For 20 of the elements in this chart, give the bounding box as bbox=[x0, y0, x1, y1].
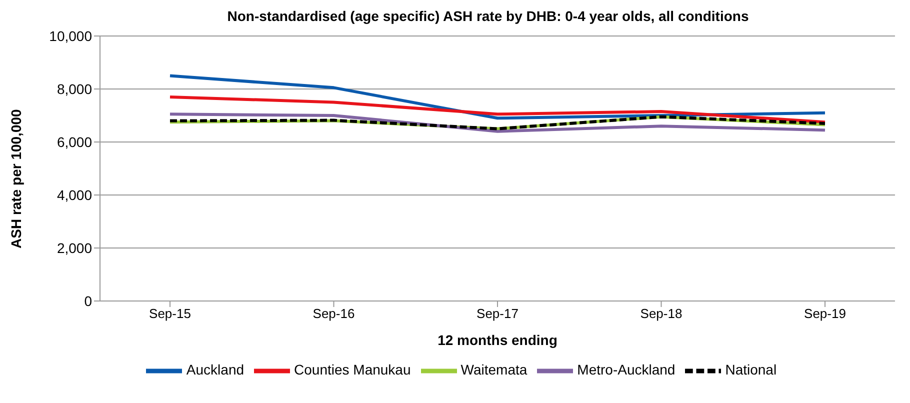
y-tick-label: 6,000 bbox=[56, 134, 92, 150]
x-tick-label: Sep-16 bbox=[312, 306, 355, 322]
x-tick-label: Sep-19 bbox=[804, 306, 846, 322]
x-axis-title: 12 months ending bbox=[438, 332, 558, 348]
y-tick-label: 10,000 bbox=[49, 28, 92, 44]
y-tick-label: 0 bbox=[84, 292, 92, 309]
chart-title: Non-standardised (age specific) ASH rate by DHB: 0-4 year olds, all conditions bbox=[226, 8, 750, 24]
line-series bbox=[168, 95, 826, 124]
legend-label: Metro-Auckland bbox=[577, 362, 676, 378]
x-tick-label: Sep-17 bbox=[476, 306, 518, 322]
legend-label: Counties Manukau bbox=[294, 362, 411, 378]
y-tick-label: 4,000 bbox=[56, 186, 92, 203]
legend-label: Waitemata bbox=[460, 362, 528, 378]
x-tick-label: Sep-18 bbox=[640, 306, 682, 322]
y-tick-label: 2,000 bbox=[56, 240, 92, 256]
legend-label: National bbox=[725, 362, 777, 378]
y-tick-label: 8,000 bbox=[56, 80, 92, 97]
legend-label: Auckland bbox=[186, 362, 244, 378]
y-axis-title: ASH rate per 100,000 bbox=[8, 108, 24, 248]
x-tick-label: Sep-15 bbox=[149, 306, 191, 322]
